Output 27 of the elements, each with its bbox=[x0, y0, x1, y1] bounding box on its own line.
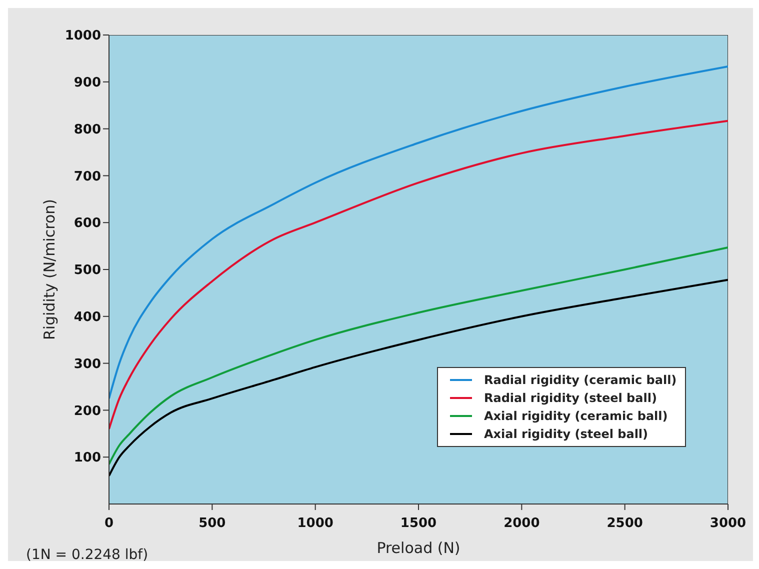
y-tick-label: 700 bbox=[74, 169, 101, 184]
x-tick-label: 500 bbox=[198, 516, 226, 532]
legend-label: Axial rigidity (ceramic ball) bbox=[484, 408, 668, 425]
y-tick-label: 900 bbox=[74, 76, 101, 91]
y-tick-label: 300 bbox=[74, 356, 101, 372]
x-tick-label: 2500 bbox=[606, 516, 643, 532]
x-tick-label: 2000 bbox=[504, 516, 540, 532]
text: (1N = 0.2248 lbf) bbox=[26, 547, 148, 563]
line-series bbox=[109, 278, 728, 477]
y-tick-label: 1000 bbox=[64, 28, 101, 44]
x-tick-label: 1000 bbox=[297, 516, 334, 532]
y-tick-label: 500 bbox=[74, 263, 101, 278]
y-tick-label: 600 bbox=[74, 216, 101, 232]
x-tick-label: 1500 bbox=[400, 516, 437, 532]
legend-label: Radial rigidity (steel ball) bbox=[484, 390, 657, 407]
x-axis-title: Preload (N) bbox=[376, 539, 460, 557]
y-tick-label: 400 bbox=[74, 310, 101, 326]
y-tick-label: 200 bbox=[74, 404, 101, 419]
legend-label: Radial rigidity (ceramic ball) bbox=[484, 372, 677, 389]
y-tick-label: 100 bbox=[74, 450, 101, 466]
x-tick-label: 0 bbox=[104, 516, 114, 532]
line-series bbox=[109, 120, 728, 430]
line-series bbox=[109, 246, 728, 466]
x-tick-label: 3000 bbox=[710, 516, 746, 532]
y-axis-title: Rigidity (N/micron) bbox=[40, 198, 58, 340]
legend-label: Axial rigidity (steel ball) bbox=[484, 426, 648, 443]
y-tick-label: 800 bbox=[74, 122, 101, 138]
